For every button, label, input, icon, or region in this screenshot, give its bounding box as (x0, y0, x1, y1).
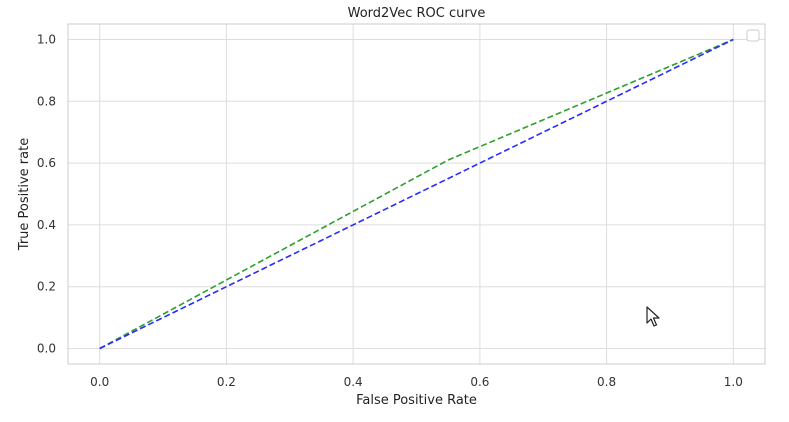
legend-box (746, 29, 760, 42)
y-tick-label: 0.0 (37, 342, 56, 356)
series-lines (99, 38, 734, 350)
y-tick-label: 0.6 (37, 156, 56, 170)
x-tick-label: 0.4 (344, 375, 363, 389)
y-axis-title: True Positive rate (17, 138, 32, 251)
x-axis-title: False Positive Rate (356, 393, 477, 408)
x-tick-label: 1.0 (724, 375, 743, 389)
chart-title: Word2Vec ROC curve (348, 6, 486, 21)
y-tick-label: 0.2 (37, 280, 56, 294)
y-tick-label: 0.8 (37, 94, 56, 108)
series-line-1 (99, 38, 734, 350)
x-tick-label: 0.0 (90, 375, 109, 389)
y-tick-label: 0.4 (37, 218, 56, 232)
series-line-2 (99, 38, 734, 350)
y-tick-label: 1.0 (37, 32, 56, 46)
plot-area-frame (67, 23, 766, 365)
x-tick-label: 0.8 (597, 375, 616, 389)
mouse-pointer-icon (646, 306, 660, 327)
x-tick-label: 0.6 (470, 375, 489, 389)
tick-labels: 0.0 0.2 0.4 0.6 0.8 1.0 0.0 0.2 0.4 0.6 0.8 1.0 (37, 32, 743, 389)
grid-lines (68, 24, 765, 364)
x-tick-label: 0.2 (217, 375, 236, 389)
